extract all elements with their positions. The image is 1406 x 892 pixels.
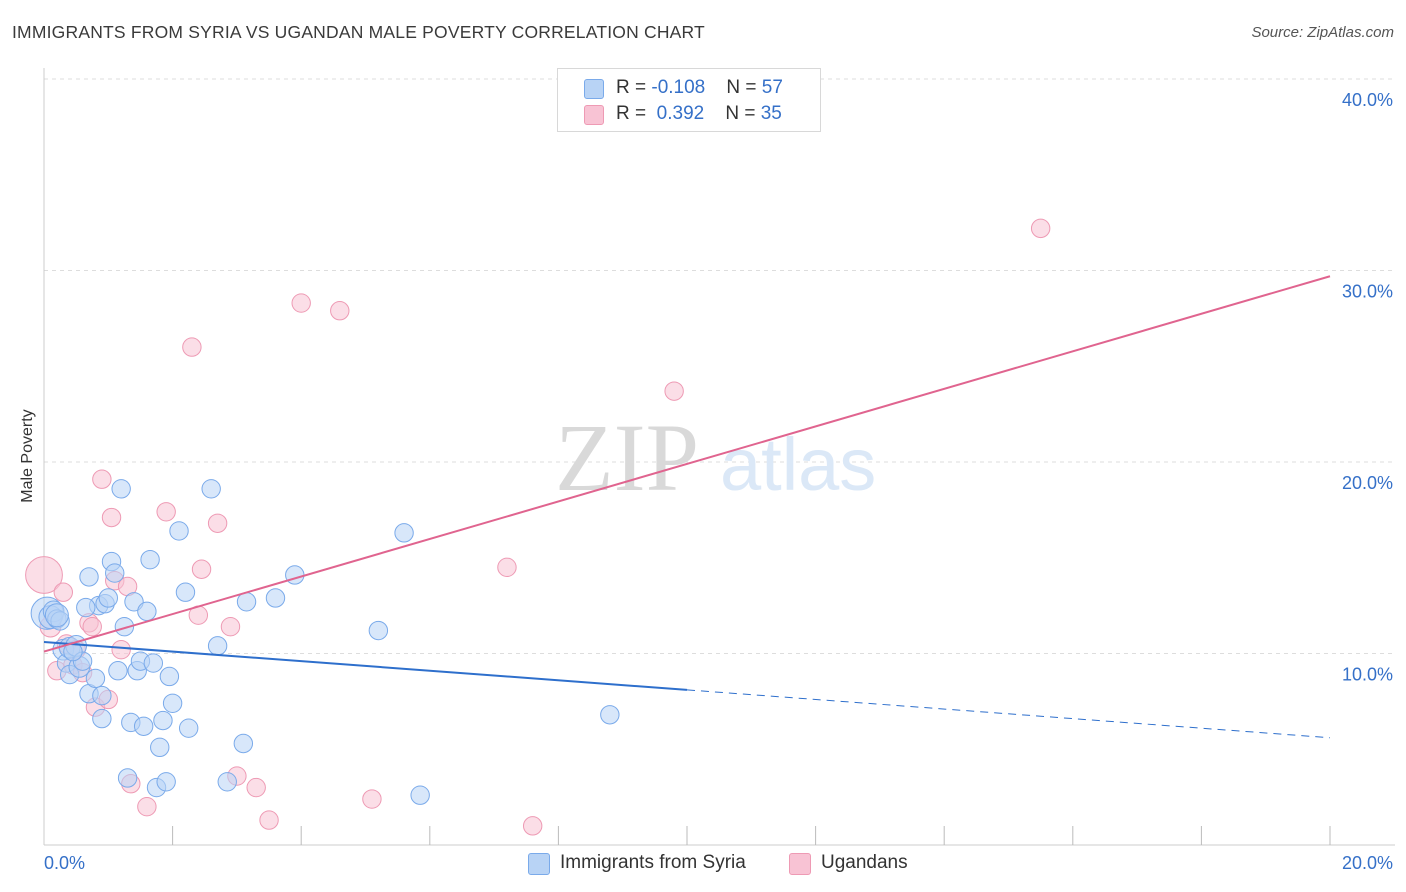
data-point-syria bbox=[98, 588, 119, 608]
legend-r-value: -0.108 bbox=[651, 77, 706, 98]
data-point-syria bbox=[114, 616, 135, 637]
data-point-syria bbox=[156, 772, 176, 792]
data-point-ugandans bbox=[1030, 218, 1051, 239]
data-point-ugandans bbox=[291, 293, 311, 313]
y-tick-label: 30.0% bbox=[1342, 282, 1393, 302]
data-point-ugandans bbox=[156, 502, 176, 522]
data-point-syria bbox=[111, 479, 131, 499]
data-point-syria bbox=[169, 521, 189, 541]
x-tick-label: 0.0% bbox=[44, 853, 85, 873]
data-point-syria bbox=[600, 705, 620, 725]
data-point-ugandans bbox=[137, 797, 157, 817]
y-axis-label: Male Poverty bbox=[19, 409, 36, 503]
legend-swatch-syria bbox=[528, 853, 550, 875]
legend-n-value: 57 bbox=[761, 77, 783, 98]
data-point-ugandans bbox=[220, 616, 241, 637]
y-tick-label: 10.0% bbox=[1342, 665, 1393, 685]
data-point-ugandans bbox=[191, 559, 212, 579]
data-point-syria bbox=[140, 549, 160, 570]
data-point-ugandans bbox=[92, 469, 112, 489]
axes bbox=[43, 68, 1395, 846]
data-point-ugandans bbox=[246, 777, 266, 798]
data-point-syria bbox=[368, 620, 389, 641]
data-point-syria bbox=[233, 733, 254, 754]
legend-r-value: 0.392 bbox=[651, 103, 705, 124]
legend-label-syria: Immigrants from Syria bbox=[560, 852, 746, 873]
data-point-syria bbox=[217, 772, 237, 792]
watermark-zip: ZIP bbox=[555, 404, 699, 511]
legend-swatch-uganda bbox=[584, 105, 604, 125]
gridlines bbox=[44, 78, 1395, 654]
trend-line-syria-extrapolated bbox=[686, 689, 1331, 739]
data-point-ugandans bbox=[25, 556, 63, 594]
source-credit: Source: ZipAtlas.com bbox=[1251, 24, 1394, 41]
data-point-ugandans bbox=[664, 381, 684, 401]
data-point-syria bbox=[394, 523, 414, 543]
data-point-ugandans bbox=[497, 557, 517, 578]
legend-r-label: R = bbox=[616, 103, 652, 124]
series-legend: Immigrants from Syria Ugandans bbox=[0, 852, 1406, 878]
x-tick-labels: 0.0% 20.0% bbox=[44, 853, 1393, 873]
data-point-ugandans bbox=[362, 789, 382, 809]
legend-n-label: N = bbox=[726, 77, 762, 98]
legend-n-label: N = bbox=[725, 103, 761, 124]
legend-swatch-syria bbox=[584, 79, 604, 99]
data-point-syria bbox=[85, 668, 106, 689]
data-point-ugandans bbox=[207, 513, 228, 533]
data-point-syria bbox=[105, 563, 125, 583]
data-point-ugandans bbox=[82, 616, 102, 637]
data-point-syria bbox=[137, 601, 157, 622]
data-point-ugandans bbox=[53, 582, 73, 602]
correlation-legend: R = -0.108 N = 57 R = 0.392 N = 35 bbox=[557, 68, 821, 132]
data-point-syria bbox=[159, 666, 180, 687]
data-point-syria bbox=[153, 710, 173, 731]
data-point-ugandans bbox=[259, 810, 279, 830]
data-point-syria bbox=[162, 693, 183, 713]
trend-line-syria bbox=[43, 641, 688, 691]
chart-title: IMMIGRANTS FROM SYRIA VS UGANDAN MALE PO… bbox=[12, 22, 705, 42]
data-point-ugandans bbox=[182, 337, 202, 357]
data-point-syria bbox=[143, 653, 164, 673]
data-point-ugandans bbox=[111, 639, 131, 660]
data-point-ugandans bbox=[101, 507, 122, 528]
legend-label-ugandans: Ugandans bbox=[821, 852, 908, 873]
data-point-syria bbox=[207, 636, 228, 656]
data-point-syria bbox=[79, 567, 99, 587]
data-point-syria bbox=[410, 785, 430, 805]
data-point-syria bbox=[76, 597, 96, 618]
x-tick-label: 20.0% bbox=[1342, 853, 1393, 873]
data-point-ugandans bbox=[330, 301, 350, 321]
y-tick-label: 40.0% bbox=[1342, 90, 1393, 110]
data-point-syria bbox=[108, 661, 128, 681]
data-point-syria bbox=[44, 603, 69, 628]
data-point-syria bbox=[285, 565, 305, 585]
y-tick-labels: 10.0% 20.0% 30.0% 40.0% bbox=[1342, 90, 1393, 685]
trend-line-ugandans bbox=[43, 275, 1331, 653]
data-point-syria bbox=[92, 708, 112, 729]
data-point-syria bbox=[150, 737, 170, 758]
data-point-syria bbox=[175, 582, 196, 602]
data-point-syria bbox=[265, 588, 286, 608]
data-point-syria bbox=[178, 718, 199, 738]
legend-r-label: R = bbox=[616, 77, 652, 98]
data-point-syria bbox=[133, 716, 154, 736]
series-immigrants-from-syria bbox=[30, 479, 620, 805]
legend-swatch-ugandans bbox=[789, 853, 811, 875]
watermark-atlas: atlas bbox=[720, 423, 876, 506]
data-point-syria bbox=[201, 479, 221, 499]
watermark: ZIP atlas bbox=[555, 404, 876, 511]
y-tick-label: 20.0% bbox=[1342, 473, 1393, 493]
trend-lines bbox=[43, 275, 1331, 739]
data-point-syria bbox=[117, 768, 138, 788]
data-point-syria bbox=[92, 685, 112, 706]
data-point-ugandans bbox=[522, 816, 543, 836]
legend-n-value: 35 bbox=[760, 103, 782, 124]
